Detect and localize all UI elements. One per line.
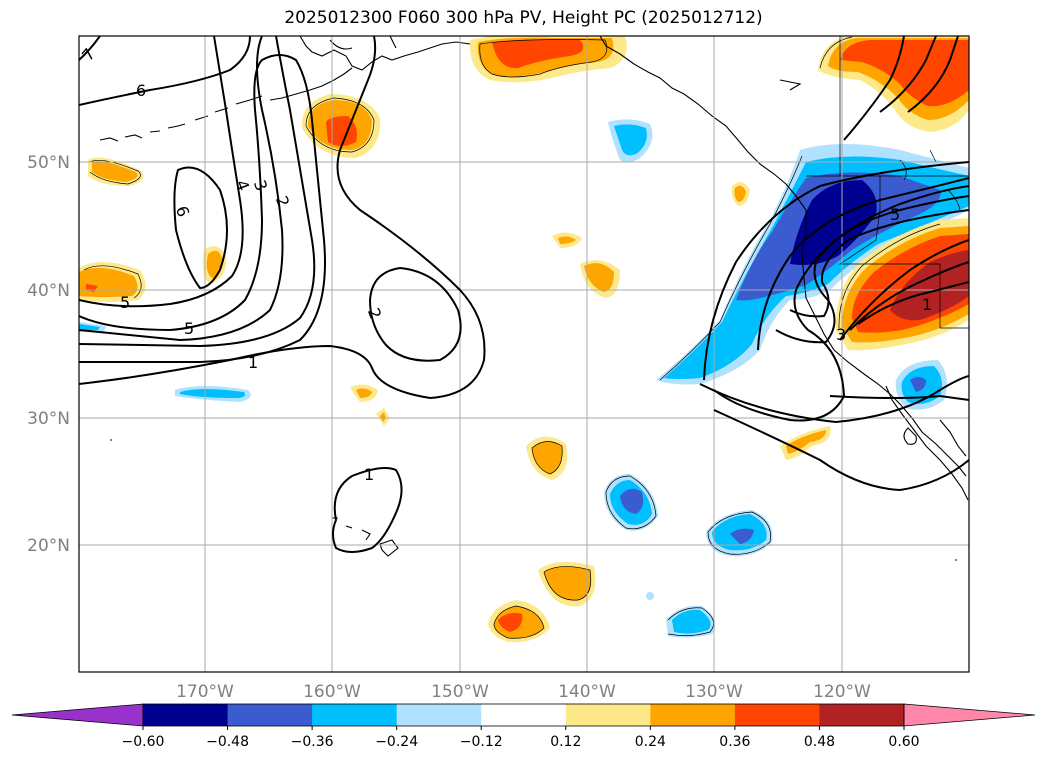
colorbar: −0.60 −0.48 −0.36 −0.24 −0.12 0.12 0.24 0.36 0.4… — [11, 703, 1036, 750]
contour-label: 5 — [120, 293, 130, 312]
lon-label: 150°W — [431, 682, 489, 702]
colorbar-tick-label: −0.24 — [375, 734, 418, 750]
colorbar-cell — [227, 704, 313, 726]
colorbar-tick-label: 0.48 — [804, 734, 835, 750]
lon-label: 140°W — [558, 682, 616, 702]
contour-label: 6 — [136, 81, 146, 100]
colorbar-cell — [312, 704, 398, 726]
lon-label: 160°W — [303, 682, 361, 702]
colorbar-tick-label: 0.60 — [888, 734, 919, 750]
map-frame — [78, 35, 970, 673]
contour-label: 1 — [248, 353, 258, 372]
lon-label: 130°W — [685, 682, 743, 702]
height-contours — [79, 36, 969, 553]
lon-label: 120°W — [813, 682, 871, 702]
colorbar-cell — [481, 704, 567, 726]
colorbar-tick-label: −0.36 — [291, 734, 334, 750]
contour-label: 5 — [184, 319, 194, 338]
colorbar-tick-label: 0.12 — [550, 734, 581, 750]
map-panel: 7 6 6 5 4 3 2 5 1 2 1 5 1 3 — [79, 36, 969, 672]
colorbar-tick-label: 0.24 — [635, 734, 666, 750]
colorbar-tick-label: −0.48 — [206, 734, 249, 750]
contour-label: 5 — [890, 205, 900, 224]
lat-label: 30°N — [27, 409, 70, 429]
colorbar-cell — [396, 704, 482, 726]
colorbar-cell — [565, 704, 651, 726]
colorbar-tick-label: 0.36 — [719, 734, 750, 750]
map-title: 2025012300 F060 300 hPa PV, Height PC (2… — [284, 8, 763, 28]
colorbar-tick-label: −0.60 — [122, 734, 165, 750]
colorbar-cell — [143, 704, 229, 726]
lat-label: 20°N — [27, 536, 70, 556]
contour-label: 1 — [922, 295, 932, 314]
colorbar-cell — [650, 704, 736, 726]
lon-label: 170°W — [176, 682, 234, 702]
longitude-labels: 170°W 160°W 150°W 140°W 130°W 120°W — [176, 682, 871, 702]
contour-label: 3 — [836, 325, 846, 344]
colorbar-tick-label: −0.12 — [460, 734, 503, 750]
lat-label: 50°N — [27, 153, 70, 173]
colorbar-over-triangle — [903, 703, 1036, 727]
colorbar-under-triangle — [11, 703, 144, 727]
colorbar-cell — [819, 704, 905, 726]
pv-outline — [83, 36, 941, 639]
latitude-labels: 50°N 40°N 30°N 20°N — [27, 153, 70, 556]
lat-label: 40°N — [27, 281, 70, 301]
contour-label: 1 — [364, 465, 374, 484]
colorbar-cell — [734, 704, 820, 726]
